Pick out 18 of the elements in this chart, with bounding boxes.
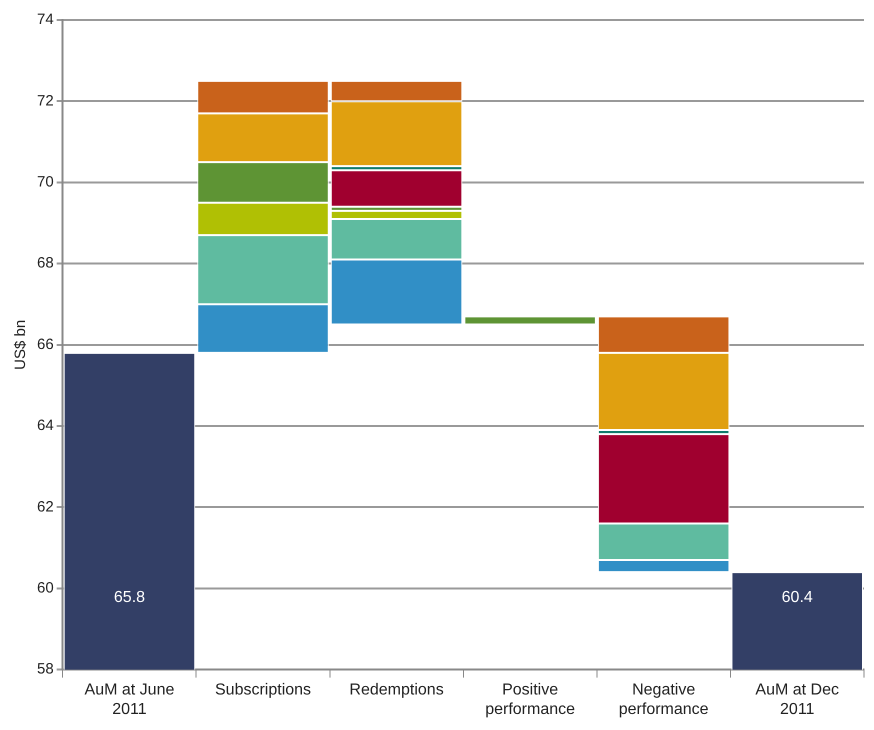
x-tick-label: Negative performance <box>618 682 709 718</box>
x-tick-label: AuM at June 2011 <box>84 682 174 718</box>
y-tick-label: 74 <box>36 11 54 28</box>
y-tick-label: 70 <box>36 174 54 191</box>
x-tick-label: Redemptions <box>349 682 444 699</box>
x-tick-label: Subscriptions <box>214 682 312 699</box>
y-tick-label: 60 <box>36 580 54 597</box>
data-label: 65.8 <box>114 589 146 606</box>
data-label: 60.4 <box>782 589 813 606</box>
y-tick-label: 58 <box>36 660 54 678</box>
x-tick-label: AuM at Dec 2011 <box>755 682 840 718</box>
y-tick-label: 66 <box>36 336 54 353</box>
y-tick-label: 64 <box>36 417 54 434</box>
y-axis-title: US$ bn <box>12 320 30 370</box>
x-tick-label: Positive performance <box>485 682 576 718</box>
y-tick-label: 68 <box>36 254 54 272</box>
y-tick-label: 72 <box>36 92 54 110</box>
y-tick-label: 62 <box>36 498 54 516</box>
